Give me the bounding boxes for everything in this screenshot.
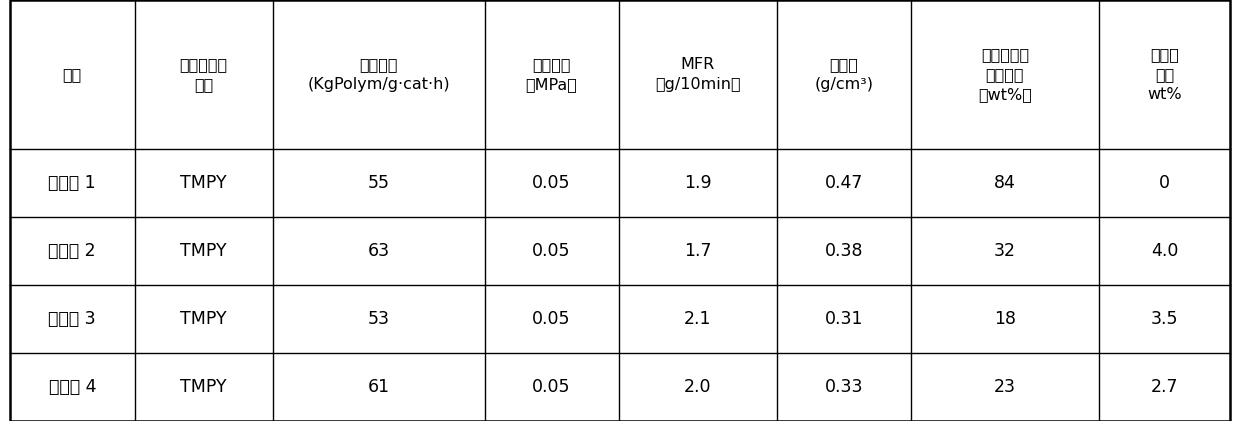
Text: TMPY: TMPY	[180, 174, 227, 192]
Text: 84: 84	[994, 174, 1016, 192]
Text: TMPY: TMPY	[180, 378, 227, 396]
Text: 氢气压力
（MPa）: 氢气压力 （MPa）	[526, 57, 578, 92]
Text: 共单体
含量
wt%: 共单体 含量 wt%	[1147, 48, 1182, 102]
Text: 0.38: 0.38	[825, 242, 863, 260]
Text: 55: 55	[367, 174, 389, 192]
Text: 实施例 3: 实施例 3	[48, 310, 95, 328]
Text: 0.05: 0.05	[532, 242, 570, 260]
Text: 23: 23	[993, 378, 1016, 396]
Text: 18: 18	[993, 310, 1016, 328]
Text: 2.7: 2.7	[1151, 378, 1178, 396]
Text: 4.0: 4.0	[1151, 242, 1178, 260]
Text: 53: 53	[367, 310, 389, 328]
Text: 3.5: 3.5	[1151, 310, 1178, 328]
Text: 聚合活性
(KgPolym/g·cat·h): 聚合活性 (KgPolym/g·cat·h)	[308, 57, 450, 92]
Text: 冷二甲苯不
溶物含量
（wt%）: 冷二甲苯不 溶物含量 （wt%）	[978, 48, 1032, 102]
Text: 63: 63	[367, 242, 389, 260]
Text: 编号: 编号	[63, 67, 82, 82]
Text: 1.7: 1.7	[684, 242, 712, 260]
Text: 实施例 4: 实施例 4	[48, 378, 95, 396]
Text: 0.47: 0.47	[825, 174, 863, 192]
Text: MFR
（g/10min）: MFR （g/10min）	[655, 57, 740, 92]
Text: 0.05: 0.05	[532, 310, 570, 328]
Text: TMPY: TMPY	[180, 242, 227, 260]
Text: 外给电子体
种类: 外给电子体 种类	[180, 57, 228, 92]
Text: 0.33: 0.33	[825, 378, 863, 396]
Text: 61: 61	[367, 378, 389, 396]
Text: 实施例 2: 实施例 2	[48, 242, 95, 260]
Text: 0: 0	[1159, 174, 1169, 192]
Text: 2.1: 2.1	[684, 310, 712, 328]
Text: 2.0: 2.0	[684, 378, 712, 396]
Text: 实施例 1: 实施例 1	[48, 174, 95, 192]
Text: 1.9: 1.9	[684, 174, 712, 192]
Text: 堆密度
(g/cm³): 堆密度 (g/cm³)	[815, 57, 873, 92]
Text: 0.31: 0.31	[825, 310, 863, 328]
Text: 0.05: 0.05	[532, 378, 570, 396]
Text: TMPY: TMPY	[180, 310, 227, 328]
Text: 32: 32	[993, 242, 1016, 260]
Text: 0.05: 0.05	[532, 174, 570, 192]
